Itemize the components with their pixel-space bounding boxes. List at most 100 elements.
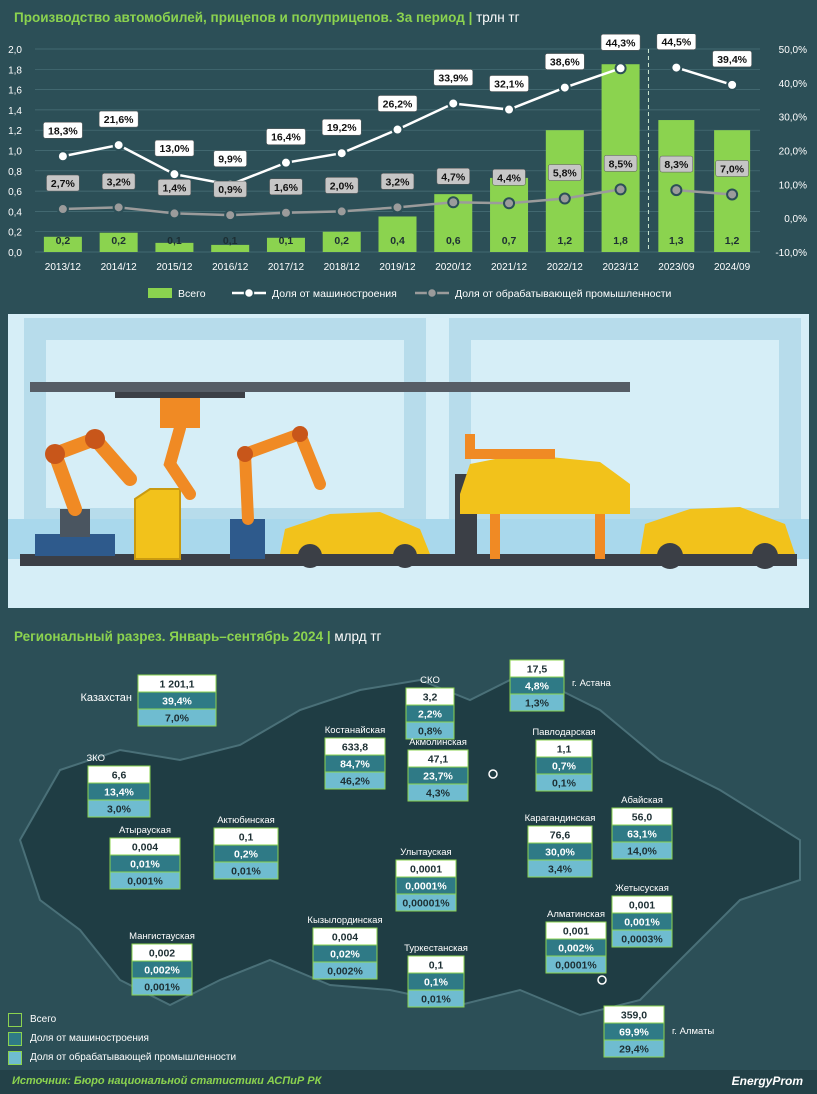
data-label-box	[321, 118, 362, 136]
data-label-box	[656, 34, 697, 50]
data-label-box	[325, 177, 359, 194]
region-value: 7,0%	[165, 713, 190, 725]
y-left-tick: 1,4	[8, 106, 22, 117]
data-label: 44,5%	[661, 37, 691, 49]
series-point	[279, 156, 292, 169]
y-left-tick: 0,6	[8, 187, 22, 198]
bar-label: 1,2	[558, 235, 573, 247]
production-chart: 0,0 0,2 0,4 0,6 0,8 1,0 1,2 1,4 1,6 1,8 2,0 -10,0% 0…	[8, 34, 807, 300]
region-value: 0,8%	[418, 726, 443, 738]
bar-label: 0,1	[223, 235, 238, 247]
data-label: 8,5%	[609, 158, 634, 170]
region-name: Костанайская	[325, 725, 385, 736]
data-label: 4,7%	[441, 171, 466, 183]
region-value-box	[109, 871, 181, 890]
series-point	[335, 205, 348, 218]
data-label: 1,6%	[274, 182, 299, 194]
data-label-box	[600, 34, 641, 51]
x-tick-label: 2019/12	[379, 262, 416, 273]
region-value-box	[395, 893, 457, 912]
y-left-tick: 1,6	[8, 86, 22, 97]
region-name: Кызылординская	[307, 915, 382, 926]
data-label-box	[102, 173, 136, 190]
robot-arm-3	[230, 426, 326, 559]
region-value: 0,0003%	[621, 934, 663, 946]
robot-arm-2	[160, 398, 200, 500]
region-value: 0,004	[332, 932, 358, 944]
map-legend-item: Доля от машиностроения	[8, 1029, 236, 1048]
data-label: 2,7%	[51, 178, 76, 190]
regional-header: Региональный разрез. Январь–сентябрь 202…	[0, 620, 817, 654]
region-value: 1,3%	[525, 698, 550, 710]
y-left-tick: 2,0	[8, 45, 22, 56]
data-label: 32,1%	[494, 79, 524, 91]
region-value: 0,01%	[231, 866, 261, 878]
map-legend-item: Доля от обрабатывающей промышленности	[8, 1048, 236, 1067]
bar-label: 0,1	[279, 235, 294, 247]
x-tick-label: 2015/12	[156, 262, 193, 273]
region-value: 0,001%	[624, 917, 660, 929]
x-tick-label: 2022/12	[547, 262, 584, 273]
bar-label: 0,2	[56, 235, 71, 247]
data-label-box	[548, 164, 582, 181]
data-label: 8,3%	[664, 159, 689, 171]
region-value-box	[87, 799, 151, 818]
region-name: Абайская	[621, 795, 663, 806]
region-value: 47,1	[428, 754, 449, 766]
region-value-box	[312, 961, 378, 980]
series-point	[558, 81, 571, 94]
region-value: 0,002%	[144, 965, 180, 977]
region-name: Жетысуская	[615, 883, 669, 894]
series-point	[335, 147, 348, 160]
regional-unit: млрд тг	[334, 629, 382, 644]
bar-label: 0,2	[334, 235, 349, 247]
chart-unit: трлн тг	[476, 10, 520, 25]
region-value-box	[611, 841, 673, 860]
region-value: 0,001%	[127, 876, 163, 888]
y-left-tick: 0,2	[8, 228, 22, 239]
series-point	[614, 62, 627, 75]
bar-label: 1,3	[669, 235, 684, 247]
data-label: 18,3%	[48, 125, 78, 137]
region-value: 0,00001%	[402, 898, 450, 910]
region-name: г. Алматы	[672, 1026, 714, 1037]
data-label-box	[266, 128, 306, 145]
region-value: 69,9%	[619, 1027, 649, 1039]
series-point	[670, 61, 683, 74]
series-point	[391, 123, 404, 136]
series-point	[447, 97, 460, 110]
data-label: 5,8%	[553, 168, 578, 180]
region-name: Казахстан	[80, 692, 132, 704]
source-text: Источник: Бюро национальной статистики А…	[12, 1075, 322, 1087]
region-value: 0,002%	[558, 943, 594, 955]
data-label-box	[43, 122, 83, 139]
bar	[155, 242, 194, 252]
series-point	[112, 139, 125, 152]
region-value: 4,8%	[525, 681, 550, 693]
y-left-tick: 0,4	[8, 207, 22, 218]
data-label: 3,2%	[386, 176, 411, 188]
region-value: 633,8	[342, 742, 368, 754]
bar	[266, 237, 305, 252]
region-value: 0,0001%	[555, 960, 597, 972]
region-name: Атырауская	[119, 825, 171, 836]
region-value: 56,0	[632, 812, 653, 824]
almaty-marker	[597, 975, 607, 985]
data-label: 44,3%	[606, 37, 636, 49]
title-separator: |	[468, 10, 477, 25]
region-value: 0,1%	[424, 977, 449, 989]
series-point	[56, 150, 69, 163]
region-value: 30,0%	[545, 847, 575, 859]
region-value: 63,1%	[627, 829, 657, 841]
region-name: Алматинская	[547, 909, 605, 920]
region-value: 0,7%	[552, 761, 577, 773]
series-line	[676, 188, 733, 196]
legend-swatch	[148, 288, 172, 298]
bar-label: 0,7	[502, 235, 517, 247]
map-legend-label: Доля от машиностроения	[30, 1033, 149, 1044]
legend-label: Доля от машиностроения	[272, 288, 397, 300]
region-value: 0,1	[429, 960, 444, 972]
region-value: 3,4%	[548, 864, 573, 876]
series-point	[726, 188, 739, 201]
y-left-tick: 0,0	[8, 248, 22, 259]
